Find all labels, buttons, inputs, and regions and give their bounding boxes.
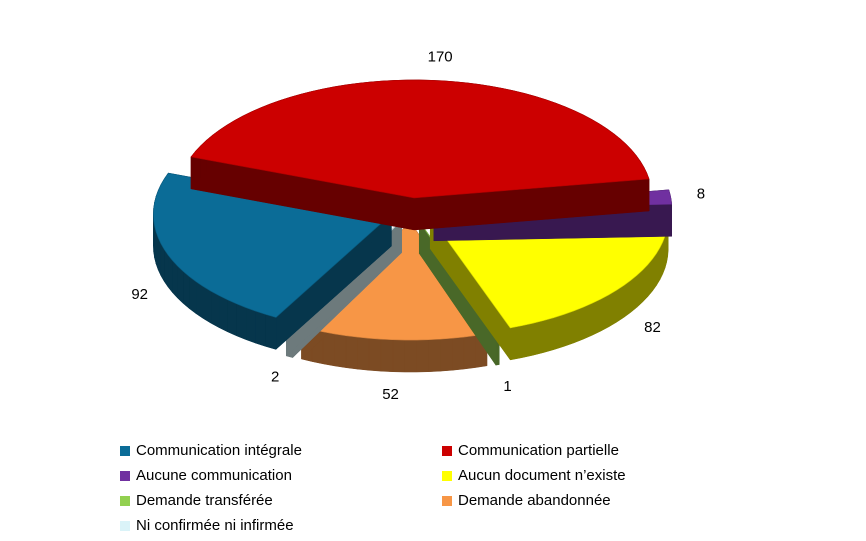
slice-side bbox=[380, 338, 394, 373]
slice-side bbox=[210, 290, 220, 328]
legend-label: Demande transférée bbox=[136, 492, 273, 509]
slice-side bbox=[164, 248, 169, 288]
slice-side bbox=[428, 338, 441, 372]
slice-side bbox=[521, 323, 533, 359]
slice-side bbox=[255, 310, 266, 347]
slice-side bbox=[542, 317, 554, 353]
slice-side bbox=[157, 237, 162, 276]
slice-side bbox=[368, 338, 382, 372]
slice-side bbox=[322, 331, 335, 367]
legend-swatch bbox=[120, 471, 130, 481]
slice-top bbox=[190, 79, 650, 199]
slice-side bbox=[656, 246, 661, 287]
slice-side bbox=[189, 276, 197, 315]
slice-side bbox=[227, 299, 237, 337]
slice-side bbox=[600, 294, 610, 332]
slice-side bbox=[573, 306, 584, 344]
slice-side bbox=[452, 336, 465, 371]
slice-top bbox=[300, 221, 488, 341]
legend-label: Communication intégrale bbox=[136, 442, 302, 459]
data-label: 1 bbox=[503, 378, 511, 395]
legend-swatch bbox=[120, 496, 130, 506]
slice-side bbox=[177, 265, 184, 305]
legend-label: Demande abandonnée bbox=[458, 492, 611, 509]
slice-side bbox=[404, 339, 417, 373]
data-label: 170 bbox=[428, 48, 453, 65]
slice-side bbox=[440, 337, 453, 372]
data-label: 8 bbox=[697, 186, 705, 203]
slice-side bbox=[357, 336, 370, 371]
slice-side bbox=[652, 252, 657, 292]
slice-side bbox=[195, 281, 204, 319]
slice-side bbox=[636, 269, 643, 308]
slice-side bbox=[591, 298, 601, 336]
slice-side bbox=[616, 284, 625, 323]
slice-side bbox=[582, 302, 593, 340]
slice-side bbox=[532, 320, 544, 356]
legend-label: Aucun document n’existe bbox=[458, 467, 626, 484]
data-label: 92 bbox=[131, 286, 148, 303]
slice-side bbox=[623, 279, 631, 318]
slice-side bbox=[630, 274, 638, 313]
slice-side bbox=[183, 270, 190, 310]
data-label: 82 bbox=[644, 319, 661, 336]
slice-side bbox=[463, 335, 476, 370]
data-label: 52 bbox=[382, 386, 399, 403]
legend-label: Communication partielle bbox=[458, 442, 619, 459]
slice-side bbox=[265, 314, 277, 350]
slice-side bbox=[334, 333, 347, 368]
slice-side bbox=[167, 254, 173, 294]
legend-label: Ni confirmée ni infirmée bbox=[136, 517, 294, 534]
slice-side bbox=[160, 242, 165, 283]
slice-side bbox=[218, 295, 228, 333]
data-label: 2 bbox=[271, 368, 279, 385]
slice-side bbox=[236, 303, 247, 340]
slice-side bbox=[642, 264, 649, 303]
slice-side bbox=[509, 325, 522, 361]
slice-side bbox=[608, 289, 617, 328]
slice-side bbox=[416, 339, 429, 373]
legend-swatch bbox=[442, 471, 452, 481]
slice-side bbox=[647, 258, 653, 298]
slice-side bbox=[563, 310, 574, 347]
slice-side bbox=[553, 314, 565, 350]
slice-side bbox=[202, 285, 212, 324]
slice-side bbox=[245, 307, 256, 344]
legend-swatch bbox=[120, 521, 130, 531]
slice-side bbox=[659, 241, 663, 280]
legend-swatch bbox=[442, 446, 452, 456]
pie-slice bbox=[190, 79, 650, 231]
slice-side bbox=[345, 335, 358, 370]
legend-swatch bbox=[442, 496, 452, 506]
legend-swatch bbox=[120, 446, 130, 456]
slice-side bbox=[172, 260, 178, 299]
slice-side bbox=[392, 339, 405, 373]
pie-slice bbox=[153, 172, 393, 350]
legend-label: Aucune communication bbox=[136, 467, 292, 484]
